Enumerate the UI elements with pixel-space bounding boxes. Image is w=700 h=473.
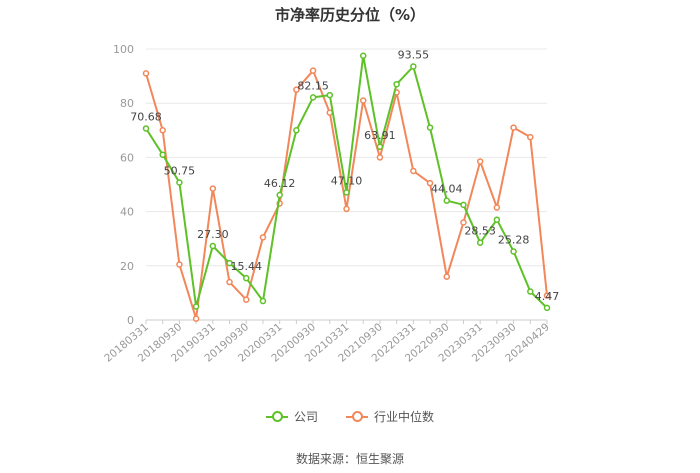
data-point-industry xyxy=(410,167,417,175)
data-point-company xyxy=(410,63,417,70)
legend: 公司 行业中位数 xyxy=(0,408,700,425)
data-point-company xyxy=(359,52,367,60)
data-point-industry xyxy=(142,70,150,77)
y-tick-label: 40 xyxy=(120,206,134,219)
data-label: 93.55 xyxy=(398,48,430,61)
data-point-company xyxy=(209,242,217,250)
data-point-company xyxy=(259,297,267,305)
data-labels: 70.68 50.75 27.30 15.44 46.12 82.15 47.10 63.91… xyxy=(130,48,559,302)
data-point-company xyxy=(226,259,233,267)
data-point-industry xyxy=(243,296,250,303)
legend-swatch-company xyxy=(265,410,288,422)
data-point-company xyxy=(343,189,350,196)
legend-item-industry[interactable]: 行业中位数 xyxy=(346,408,434,425)
data-point-industry xyxy=(510,124,517,131)
data-label: 46.12 xyxy=(264,177,296,190)
data-point-industry xyxy=(527,133,534,141)
data-point-industry xyxy=(476,158,484,165)
data-label: 25.28 xyxy=(498,233,530,246)
legend-label-company: 公司 xyxy=(293,410,318,424)
data-point-company xyxy=(476,239,484,246)
data-point-company xyxy=(443,197,450,204)
data-point-industry xyxy=(376,154,384,161)
data-source: 数据来源：恒生聚源 xyxy=(295,452,404,466)
data-point-industry xyxy=(309,67,317,74)
data-point-industry xyxy=(259,234,267,241)
data-point-company xyxy=(426,124,434,131)
legend-swatch-industry xyxy=(346,410,368,422)
data-point-company xyxy=(293,127,300,134)
data-point-industry xyxy=(192,315,200,322)
data-point-industry xyxy=(293,86,300,93)
data-point-industry xyxy=(426,179,434,187)
data-point-company xyxy=(243,274,250,282)
data-label: 50.75 xyxy=(164,164,196,177)
data-label: 27.30 xyxy=(197,228,229,241)
data-point-company xyxy=(326,91,334,99)
data-point-company xyxy=(543,304,551,312)
data-point-company xyxy=(376,143,384,151)
chart-title: 市净率历史分位（%） xyxy=(274,6,426,24)
data-label: 82.15 xyxy=(297,79,329,92)
data-point-company xyxy=(142,125,150,132)
data-point-company xyxy=(192,303,200,310)
data-label: 44.04 xyxy=(431,183,463,196)
y-tick-label: 100 xyxy=(113,43,134,56)
series-company xyxy=(142,52,551,312)
data-label: 4.47 xyxy=(535,290,560,303)
data-point-industry xyxy=(176,261,183,268)
y-tick-label: 0 xyxy=(127,314,134,327)
y-tick-label: 60 xyxy=(120,151,134,164)
data-point-company xyxy=(493,216,501,223)
data-point-company xyxy=(527,288,534,295)
data-point-company xyxy=(309,94,317,101)
data-point-company xyxy=(510,248,517,255)
data-point-company xyxy=(159,151,166,158)
data-point-industry xyxy=(226,278,233,286)
data-label: 28.53 xyxy=(464,225,496,238)
data-point-industry xyxy=(543,292,551,299)
data-label: 70.68 xyxy=(130,110,162,123)
series-industry xyxy=(142,67,551,322)
data-point-company xyxy=(393,80,400,88)
data-label: 15.44 xyxy=(231,260,263,273)
data-point-industry xyxy=(359,97,367,104)
data-point-industry xyxy=(209,185,217,192)
data-point-company xyxy=(176,179,183,186)
data-point-company xyxy=(460,201,467,209)
data-point-industry xyxy=(443,273,450,280)
data-label: 63.91 xyxy=(364,129,396,142)
y-tick-label: 20 xyxy=(120,260,134,273)
legend-label-industry: 行业中位数 xyxy=(374,410,435,424)
data-point-industry xyxy=(493,204,501,211)
data-label: 47.10 xyxy=(331,174,363,187)
data-point-industry xyxy=(460,219,467,226)
series xyxy=(142,52,551,322)
data-point-industry xyxy=(159,127,166,134)
legend-item-company[interactable]: 公司 xyxy=(265,408,318,425)
data-point-company xyxy=(276,191,283,199)
data-point-industry xyxy=(343,205,350,213)
y-tick-label: 80 xyxy=(120,97,134,110)
